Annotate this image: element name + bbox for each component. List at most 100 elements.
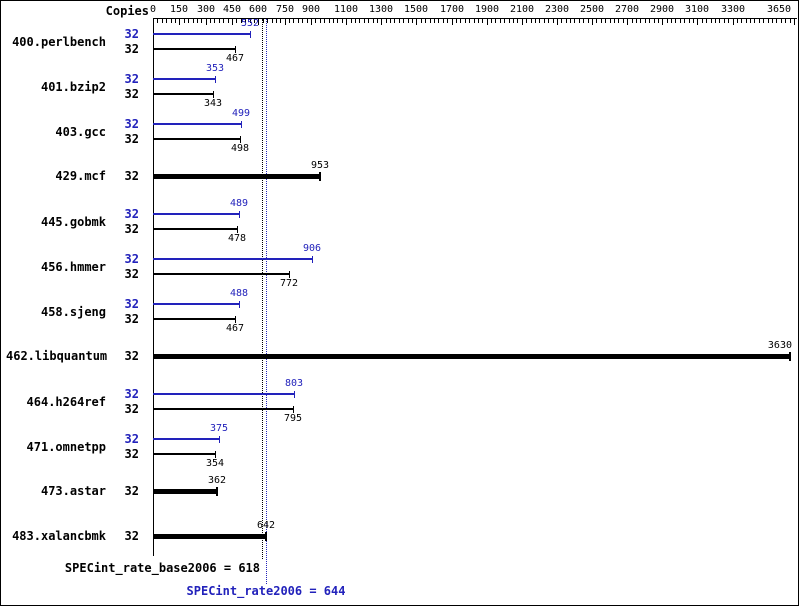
axis-tick: [359, 19, 360, 23]
copies-value-peak: 32: [124, 207, 139, 221]
base-value-label: 467: [225, 53, 245, 64]
axis-tick: [276, 19, 277, 23]
base-mean-label: SPECint_rate_base2006 = 618: [64, 561, 260, 575]
axis-tick-label: 1900: [474, 4, 500, 15]
axis-tick: [570, 19, 571, 23]
axis-tick: [447, 19, 448, 23]
axis-tick-label: 900: [301, 4, 321, 15]
benchmark-label: 429.mcf: [55, 169, 106, 183]
benchmark-label: 471.omnetpp: [26, 440, 106, 454]
axis-tick: [636, 19, 637, 23]
axis-tick: [671, 19, 672, 23]
axis-tick: [715, 19, 716, 23]
axis-tick-label: 0: [149, 4, 157, 15]
axis-tick: [649, 19, 650, 23]
y-axis-line: [153, 19, 154, 556]
axis-tick: [482, 19, 483, 23]
axis-tick: [539, 19, 540, 23]
peak-bar: [153, 123, 241, 125]
base-bar: [153, 228, 237, 230]
axis-tick: [763, 19, 764, 23]
axis-tick: [618, 19, 619, 23]
axis-tick-label: 3300: [720, 4, 746, 15]
axis-tick: [219, 19, 220, 23]
axis-tick: [684, 19, 685, 23]
axis-tick: [210, 19, 211, 23]
axis-tick: [737, 19, 738, 23]
copies-value-base: 32: [124, 447, 139, 461]
axis-tick: [724, 19, 725, 23]
axis-tick-label: 3100: [684, 4, 710, 15]
base-bar-end-cap: [240, 136, 241, 143]
axis-tick: [750, 19, 751, 23]
axis-tick: [553, 19, 554, 23]
benchmark-label: 456.hmmer: [40, 260, 106, 274]
axis-tick: [430, 19, 431, 23]
axis-tick: [333, 19, 334, 23]
axis-tick: [228, 19, 229, 23]
axis-tick: [785, 19, 786, 23]
peak-mean-label: SPECint_rate2006 = 644: [186, 584, 346, 598]
benchmark-label: 401.bzip2: [40, 80, 106, 94]
axis-tick: [390, 19, 391, 23]
base-value-label: 498: [230, 143, 250, 154]
axis-tick: [535, 19, 536, 23]
peak-value-label: 489: [229, 198, 249, 209]
axis-tick: [272, 19, 273, 23]
axis-tick: [754, 19, 755, 23]
copies-value-base: 32: [124, 42, 139, 56]
copies-value: 32: [124, 349, 139, 363]
copies-value-base: 32: [124, 132, 139, 146]
axis-tick: [728, 19, 729, 23]
axis-tick: [465, 19, 466, 23]
benchmark-label: 462.libquantum: [6, 349, 108, 363]
axis-tick: [364, 19, 365, 23]
copies-value-peak: 32: [124, 297, 139, 311]
base-bar-end-cap: [235, 316, 236, 323]
axis-tick: [193, 19, 194, 23]
axis-tick: [236, 19, 237, 23]
axis-tick: [443, 19, 444, 23]
peak-bar-end-cap: [294, 391, 295, 398]
axis-tick: [460, 19, 461, 23]
axis-tick-label: 2100: [509, 4, 535, 15]
axis-tick-label: 2500: [579, 4, 605, 15]
axis-tick: [702, 19, 703, 23]
axis-tick: [175, 19, 176, 23]
peak-bar: [153, 303, 239, 305]
axis-tick: [522, 19, 523, 25]
axis-tick: [452, 19, 453, 25]
base-bar: [153, 318, 235, 320]
axis-tick: [478, 19, 479, 23]
axis-tick-label: 3650: [766, 4, 792, 15]
axis-tick: [596, 19, 597, 23]
base-bar: [153, 453, 215, 455]
axis-tick: [456, 19, 457, 23]
axis-tick: [719, 19, 720, 23]
axis-tick: [588, 19, 589, 23]
value-label: 642: [256, 520, 276, 531]
base-bar: [153, 489, 217, 494]
axis-tick: [355, 19, 356, 23]
peak-value-label: 803: [284, 378, 304, 389]
axis-tick: [561, 19, 562, 23]
peak-bar-end-cap: [215, 76, 216, 83]
base-bar-end-cap: [237, 226, 238, 233]
axis-tick: [214, 19, 215, 23]
axis-tick: [623, 19, 624, 23]
bar-end-cap: [319, 172, 321, 181]
axis-tick: [394, 19, 395, 23]
copies-value: 32: [124, 529, 139, 543]
axis-tick: [693, 19, 694, 23]
base-value-label: 772: [279, 278, 299, 289]
axis-tick: [434, 19, 435, 23]
benchmark-label: 400.perlbench: [12, 35, 106, 49]
axis-tick-label: 600: [248, 4, 268, 15]
base-bar: [153, 93, 213, 95]
peak-bar: [153, 258, 312, 260]
axis-tick: [377, 19, 378, 23]
base-bar: [153, 354, 790, 359]
base-bar: [153, 48, 235, 50]
axis-tick: [772, 19, 773, 23]
axis-tick-label: 450: [222, 4, 242, 15]
